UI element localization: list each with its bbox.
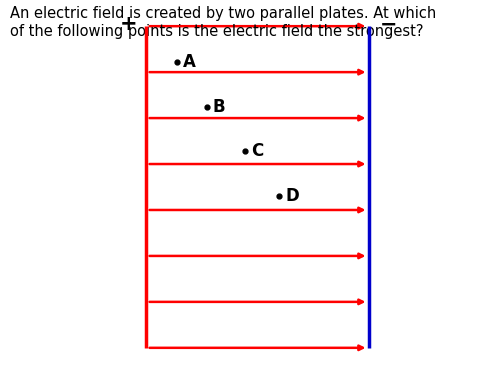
Text: B: B	[212, 98, 225, 116]
Text: of the following points is the electric field the strongest?: of the following points is the electric …	[10, 24, 423, 39]
Text: A: A	[183, 53, 196, 71]
Text: An electric field is created by two parallel plates. At which: An electric field is created by two para…	[10, 6, 436, 21]
Text: D: D	[285, 187, 299, 205]
Text: C: C	[251, 142, 263, 160]
Text: −: −	[380, 14, 398, 34]
Text: +: +	[120, 14, 138, 34]
